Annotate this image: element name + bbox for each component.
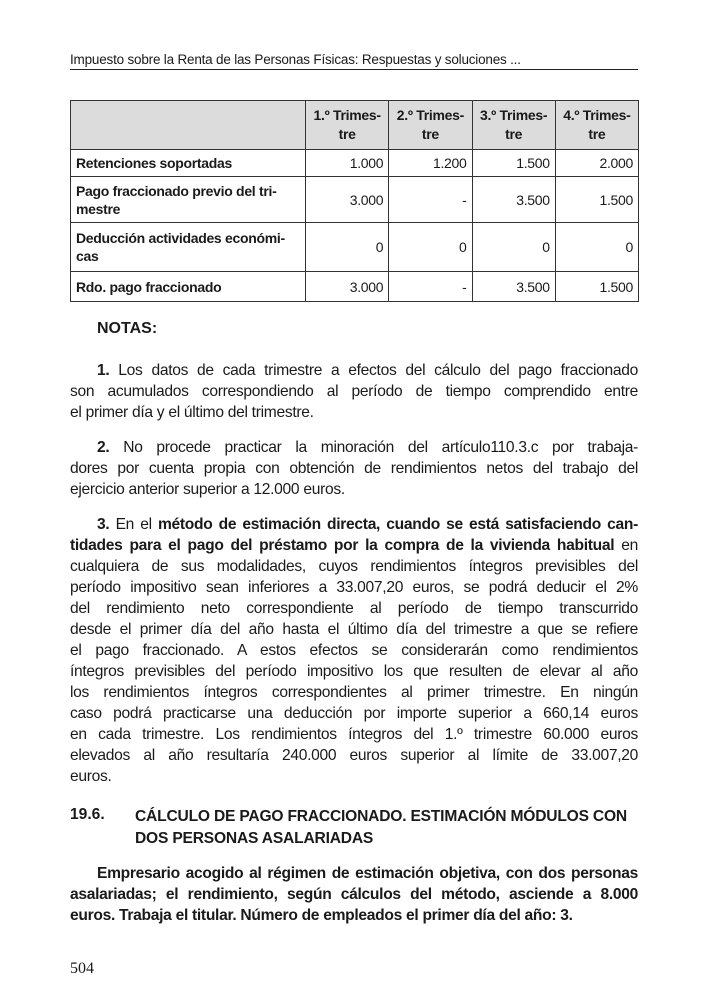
table-cell: 1.000 bbox=[304, 149, 390, 177]
text-line: desde el primer día del año hasta el últ… bbox=[70, 619, 638, 640]
table-cell: 1.500 bbox=[554, 176, 640, 223]
text-span: del rendimiento neto correspondiente al … bbox=[70, 600, 638, 617]
page-number: 504 bbox=[70, 960, 94, 977]
text-span: los rendimientos íntegros correspondient… bbox=[70, 684, 638, 701]
table-cell: 0 bbox=[471, 222, 556, 272]
text-line: euros. Trabaja el titular. Número de emp… bbox=[70, 905, 638, 926]
table-cell: 1.500 bbox=[554, 271, 640, 302]
text-line: dores por cuenta propia con obtención de… bbox=[70, 458, 638, 479]
note-paragraph-3: 3. En el método de estimación directa, c… bbox=[70, 514, 638, 787]
row-label: Pago fraccionado previo del tri- mestre bbox=[70, 176, 306, 223]
column-header: 3.º Trimes- tre bbox=[471, 100, 556, 150]
table-cell: 3.500 bbox=[471, 176, 556, 223]
header-empty-cell bbox=[70, 100, 306, 150]
table-row: Pago fraccionado previo del tri- mestre 3… bbox=[70, 176, 640, 223]
notes-title: NOTAS: bbox=[97, 320, 158, 337]
table-cell: 3.500 bbox=[471, 271, 556, 302]
table-cell: 1.200 bbox=[388, 149, 473, 177]
bold-text: euros. Trabaja el titular. Número de emp… bbox=[70, 907, 573, 924]
text-line: período impositivo sean inferiores a 33.… bbox=[70, 577, 638, 598]
column-header: 4.º Trimes- tre bbox=[554, 100, 640, 150]
text-line: cualquiera de sus modalidades, cuyos ren… bbox=[70, 556, 638, 577]
text-line: 2. No procede practicar la minoración de… bbox=[70, 437, 638, 458]
bold-text: 1. bbox=[97, 362, 110, 379]
text-span: en cada trimestre. Los rendimientos ínte… bbox=[70, 726, 638, 743]
text-line: 1. Los datos de cada trimestre a efectos… bbox=[70, 360, 638, 381]
text-span: elevados al año resultaría 240.000 euros… bbox=[70, 747, 638, 764]
note-paragraph-1: 1. Los datos de cada trimestre a efectos… bbox=[70, 360, 638, 423]
table-row: Deducción actividades económi- cas 0 0 0 0 bbox=[70, 222, 640, 272]
text-span: en bbox=[614, 537, 638, 554]
row-label: Rdo. pago fraccionado bbox=[70, 271, 306, 302]
text-line: euros. bbox=[70, 766, 638, 787]
text-line: los rendimientos íntegros correspondient… bbox=[70, 682, 638, 703]
note-paragraph-2: 2. No procede practicar la minoración de… bbox=[70, 437, 638, 500]
table-cell: - bbox=[388, 176, 473, 223]
table-cell: 0 bbox=[388, 222, 473, 272]
text-span: En el bbox=[109, 516, 158, 533]
row-label: Deducción actividades económi- cas bbox=[70, 222, 306, 272]
table-cell: - bbox=[388, 271, 473, 302]
text-span: cualquiera de sus modalidades, cuyos ren… bbox=[70, 558, 638, 575]
bold-text: 3. bbox=[97, 516, 110, 533]
table-cell: 2.000 bbox=[554, 149, 640, 177]
table-cell: 3.000 bbox=[304, 271, 390, 302]
table-cell: 1.500 bbox=[471, 149, 556, 177]
bold-text: Empresario acogido al régimen de estimac… bbox=[97, 865, 638, 882]
text-line: elevados al año resultaría 240.000 euros… bbox=[70, 745, 638, 766]
text-span: íntegros previsibles del período imposit… bbox=[70, 663, 638, 680]
quarterly-table: 1.º Trimes- tre 2.º Trimes- tre 3.º Trim… bbox=[70, 100, 640, 302]
bold-text: 2. bbox=[97, 439, 110, 456]
text-line: del rendimiento neto correspondiente al … bbox=[70, 598, 638, 619]
text-span: son acumulados correspondiendo al períod… bbox=[70, 383, 638, 400]
running-header: Impuesto sobre la Renta de las Personas … bbox=[70, 52, 638, 70]
column-header: 2.º Trimes- tre bbox=[388, 100, 473, 150]
table-row: Rdo. pago fraccionado 3.000-3.500 1.500 bbox=[70, 271, 640, 302]
text-line: caso podrá practicarse una deducción por… bbox=[70, 703, 638, 724]
row-label: Retenciones soportadas bbox=[70, 149, 306, 177]
text-span: euros. bbox=[70, 768, 112, 785]
text-span: el pago fraccionado. A estos efectos se … bbox=[70, 642, 638, 659]
text-line: 3. En el método de estimación directa, c… bbox=[70, 514, 638, 535]
table-cell: 0 bbox=[554, 222, 640, 272]
section-title: CÁLCULO DE PAGO FRACCIONADO. ESTIMACIÓN … bbox=[135, 808, 627, 847]
table-row: Retenciones soportadas 1.000 1.200 1.500 2.0… bbox=[70, 149, 640, 177]
text-span: dores por cuenta propia con obtención de… bbox=[70, 460, 638, 477]
text-span: ejercicio anterior superior a 12.000 eur… bbox=[70, 481, 345, 498]
text-span: período impositivo sean inferiores a 33.… bbox=[70, 579, 638, 596]
text-span: desde el primer día del año hasta el últ… bbox=[70, 621, 638, 638]
column-header: 1.º Trimes- tre bbox=[304, 100, 390, 150]
text-line: en cada trimestre. Los rendimientos ínte… bbox=[70, 724, 638, 745]
text-span: No procede practicar la minoración del a… bbox=[109, 439, 638, 456]
table-header-row: 1.º Trimes- tre 2.º Trimes- tre 3.º Trim… bbox=[70, 100, 640, 150]
section-intro: Empresario acogido al régimen de estimac… bbox=[70, 863, 638, 926]
bold-text: método de estimación directa, cuando se … bbox=[157, 516, 638, 533]
text-span: caso podrá practicarse una deducción por… bbox=[70, 705, 638, 722]
text-line: asalariadas; el rendimiento, según cálcu… bbox=[70, 884, 638, 905]
text-line: tidades para el pago del préstamo por la… bbox=[70, 535, 638, 556]
text-line: el pago fraccionado. A estos efectos se … bbox=[70, 640, 638, 661]
text-line: íntegros previsibles del período imposit… bbox=[70, 661, 638, 682]
text-line: Empresario acogido al régimen de estimac… bbox=[70, 863, 638, 884]
text-line: ejercicio anterior superior a 12.000 eur… bbox=[70, 479, 638, 500]
text-span: el primer día y el último del trimestre. bbox=[70, 404, 314, 421]
text-line: son acumulados correspondiendo al períod… bbox=[70, 381, 638, 402]
bold-text: tidades para el pago del préstamo por la… bbox=[70, 537, 615, 554]
text-line: el primer día y el último del trimestre. bbox=[70, 402, 638, 423]
bold-text: asalariadas; el rendimiento, según cálcu… bbox=[70, 886, 638, 903]
section-number: 19.6. bbox=[70, 806, 105, 823]
text-span: Los datos de cada trimestre a efectos de… bbox=[109, 362, 638, 379]
table-cell: 3.000 bbox=[304, 176, 390, 223]
table-cell: 0 bbox=[304, 222, 390, 272]
